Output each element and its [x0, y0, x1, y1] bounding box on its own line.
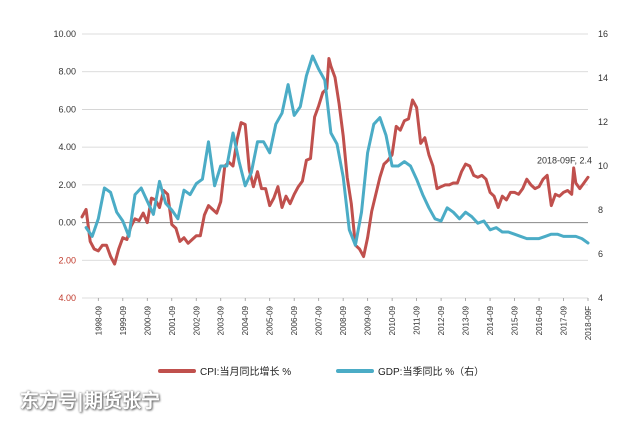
x-tick-label: 2014-09 — [486, 305, 495, 335]
x-tick-label: 2011-09 — [413, 305, 422, 334]
watermark: 东方号|期货张宁 — [20, 390, 160, 412]
right-tick-label: 8 — [598, 205, 603, 215]
x-tick-label: 2006-09 — [290, 305, 299, 335]
left-tick-label: 8.00 — [58, 67, 76, 77]
x-tick-label: 2005-09 — [266, 305, 275, 335]
right-tick-label: 6 — [598, 249, 603, 259]
series-lines — [80, 54, 590, 266]
left-tick-label: 10.00 — [53, 29, 76, 39]
x-tick-label: 2002-09 — [192, 305, 201, 335]
x-tick-label: 2001-09 — [168, 305, 177, 335]
left-tick-label: 6.00 — [58, 104, 76, 114]
x-tick-label: 2013-09 — [462, 305, 471, 335]
x-tick-label: 2017-09 — [560, 305, 569, 335]
left-y-axis: 4.00 2.00 0.00 2.00 4.00 6.00 8.00 10.00 — [53, 29, 76, 303]
left-tick-label: 2.00 — [58, 180, 76, 190]
legend-label: GDP:当季同比 %（右） — [378, 365, 484, 378]
left-tick-label: 4.00 — [58, 142, 76, 152]
right-tick-label: 10 — [598, 161, 608, 171]
x-tick-label: 2004-09 — [241, 305, 250, 335]
legend: CPI:当月同比增长 % GDP:当季同比 %（右） — [158, 365, 484, 378]
right-tick-label: 14 — [598, 73, 608, 83]
cpi-series-line — [80, 57, 590, 266]
x-tick-label: 2007-09 — [315, 305, 324, 335]
x-tick-label: 1999-09 — [119, 305, 128, 335]
annotation-label: 2018-09F, 2.4 — [537, 155, 592, 165]
right-tick-label: 4 — [598, 293, 603, 303]
x-tick-label: 2010-09 — [388, 305, 397, 335]
right-tick-label: 16 — [598, 29, 608, 39]
left-tick-label: 2.00 — [58, 255, 76, 265]
left-tick-label: 0.00 — [58, 218, 76, 228]
annotations: 2018-09F, 2.4 — [537, 155, 592, 165]
x-tick-label: 2009-09 — [364, 305, 373, 335]
right-y-axis: 4 6 8 10 12 14 16 — [598, 29, 608, 303]
x-tick-label: 2016-09 — [535, 305, 544, 335]
x-tick-label: 2015-09 — [511, 305, 520, 335]
gridlines — [82, 33, 588, 299]
x-tick-label: 2000-09 — [143, 305, 152, 335]
gdp-series-line — [84, 54, 590, 247]
x-tick-label: 2003-09 — [217, 305, 226, 335]
right-tick-label: 12 — [598, 117, 608, 127]
x-tick-label: 2008-09 — [339, 305, 348, 335]
x-tick-label: 1998-09 — [94, 305, 103, 335]
x-tick-label: 2018-09F — [584, 306, 593, 340]
left-tick-label: 4.00 — [58, 293, 76, 303]
x-axis: 1998-09 1999-09 2000-09 2001-09 2002-09 2003-… — [94, 298, 593, 340]
legend-label: CPI:当月同比增长 % — [200, 365, 291, 378]
x-tick-label: 2012-09 — [437, 305, 446, 335]
